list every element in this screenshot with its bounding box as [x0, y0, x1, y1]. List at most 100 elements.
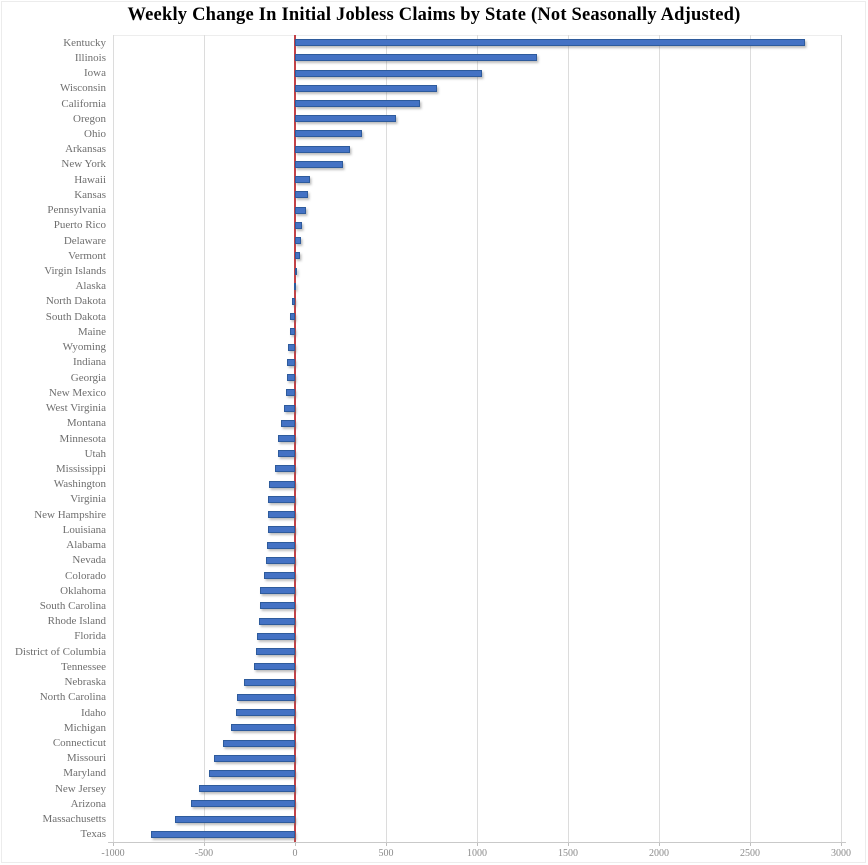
x-axis-tick-label: 1500	[558, 848, 578, 859]
x-axis-tick	[203, 842, 205, 846]
category-label: Maryland	[63, 767, 106, 780]
bar	[190, 800, 295, 808]
x-axis-tick	[749, 842, 751, 846]
category-label: Nevada	[72, 554, 106, 567]
bar	[277, 450, 295, 458]
bar	[266, 541, 295, 549]
bar	[256, 648, 295, 656]
category-label: Iowa	[84, 67, 106, 80]
bar	[289, 313, 295, 321]
category-label: Florida	[74, 630, 106, 643]
x-axis-tick-label: 2000	[649, 848, 669, 859]
bar	[295, 252, 300, 260]
category-label: Colorado	[65, 569, 106, 582]
x-axis-tick	[658, 842, 660, 846]
bar	[295, 206, 306, 214]
category-label: New York	[61, 158, 106, 171]
gridline	[476, 35, 478, 842]
category-label: District of Columbia	[14, 645, 106, 658]
bar	[295, 100, 420, 108]
bar	[295, 221, 303, 229]
x-axis-tick-label: -1000	[101, 848, 125, 859]
category-label: New Mexico	[48, 386, 106, 399]
category-label: Louisiana	[62, 523, 106, 536]
category-label: Vermont	[68, 249, 106, 262]
category-label: New Jersey	[54, 782, 106, 795]
category-label: Massachusetts	[42, 813, 106, 826]
bar	[230, 724, 295, 732]
category-label: Kansas	[74, 188, 106, 201]
gridline	[203, 35, 205, 842]
category-label: Indiana	[73, 356, 106, 369]
bar	[208, 769, 295, 777]
bar	[266, 556, 295, 564]
category-label: New Hampshire	[34, 508, 106, 521]
bar	[286, 374, 295, 382]
category-label: Kentucky	[63, 36, 106, 49]
category-label: West Virginia	[45, 402, 106, 415]
category-label: Maine	[77, 325, 106, 338]
bar	[284, 404, 295, 412]
x-axis-tick	[567, 842, 569, 846]
category-label: Arizona	[70, 797, 106, 810]
category-label: Idaho	[80, 706, 106, 719]
x-axis-tick	[294, 842, 296, 846]
bar	[295, 191, 309, 199]
x-axis-tick-label: 3000	[831, 848, 851, 859]
bar	[254, 663, 295, 671]
gridline	[112, 35, 114, 842]
chart-title: Weekly Change In Initial Jobless Claims …	[127, 5, 741, 25]
bar	[295, 160, 344, 168]
category-label: Washington	[53, 478, 106, 491]
category-label: Alaska	[75, 280, 106, 293]
x-axis-tick	[385, 842, 387, 846]
category-label: Missouri	[66, 752, 106, 765]
bar	[295, 237, 302, 245]
category-label: Georgia	[70, 371, 106, 384]
category-label: Minnesota	[59, 432, 106, 445]
x-axis-tick-label: 1000	[467, 848, 487, 859]
bar	[268, 480, 295, 488]
bar	[293, 282, 296, 290]
category-label: Connecticut	[52, 737, 106, 750]
bar	[198, 785, 295, 793]
bar	[289, 328, 295, 336]
bar	[268, 511, 295, 519]
x-axis-tick	[112, 842, 114, 846]
category-label: Alabama	[66, 539, 106, 552]
category-label: California	[61, 97, 106, 110]
category-label: Pennsylvania	[47, 204, 106, 217]
zero-baseline	[294, 35, 296, 842]
x-axis-tick	[476, 842, 478, 846]
gridline	[840, 35, 842, 842]
bar	[236, 693, 295, 701]
category-label: Ohio	[84, 127, 106, 140]
bar	[260, 587, 295, 595]
category-label: North Carolina	[39, 691, 106, 704]
x-axis-tick	[840, 842, 842, 846]
gridline	[749, 35, 751, 842]
bar	[288, 343, 295, 351]
category-label: Puerto Rico	[53, 219, 106, 232]
bar	[295, 39, 805, 47]
bar	[295, 130, 363, 138]
x-axis-tick-label: -500	[194, 848, 214, 859]
bar	[258, 617, 295, 625]
bar	[151, 830, 295, 838]
category-label: Tennessee	[60, 660, 106, 673]
category-label: Mississippi	[55, 462, 106, 475]
category-label: Virginia	[70, 493, 106, 506]
category-label: Wisconsin	[60, 82, 106, 95]
category-label: Michigan	[63, 721, 106, 734]
bar	[281, 419, 295, 427]
category-label: South Dakota	[45, 310, 106, 323]
bar	[292, 297, 295, 305]
bar	[295, 176, 310, 184]
x-axis-tick-label: 500	[378, 848, 394, 859]
bar	[244, 678, 295, 686]
category-label: South Carolina	[39, 599, 106, 612]
category-label: Hawaii	[74, 173, 106, 186]
category-label: Wyoming	[62, 341, 106, 354]
